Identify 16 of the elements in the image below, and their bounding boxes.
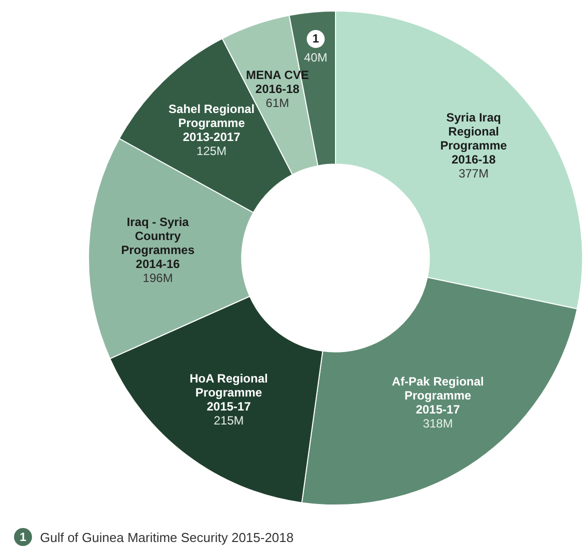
- data-label: 196M: [142, 270, 173, 285]
- slice-label: Syria Iraq Regional Programme 2016-18: [440, 110, 508, 166]
- data-label: 40M: [304, 50, 328, 64]
- text: 1: [20, 530, 26, 544]
- slice-label: MENA CVE 2016-18: [246, 68, 309, 96]
- slice-label: HoA Regional Programme 2015-17: [190, 372, 268, 414]
- slice-label: Sahel Regional Programme 2013-2017: [168, 102, 255, 144]
- slice-label: Iraq - Syria Country Programmes 2014-16: [121, 214, 195, 271]
- slice-label: Af-Pak Regional Programme 2015-17: [392, 374, 484, 417]
- legend-label: Gulf of Guinea Maritime Security 2015-2018: [40, 530, 294, 544]
- data-label: 215M: [214, 414, 244, 428]
- text: 1: [312, 31, 320, 46]
- data-label: 318M: [422, 416, 453, 431]
- data-label: 125M: [196, 144, 227, 158]
- data-label: 61M: [266, 96, 290, 110]
- data-label: 377M: [458, 166, 489, 180]
